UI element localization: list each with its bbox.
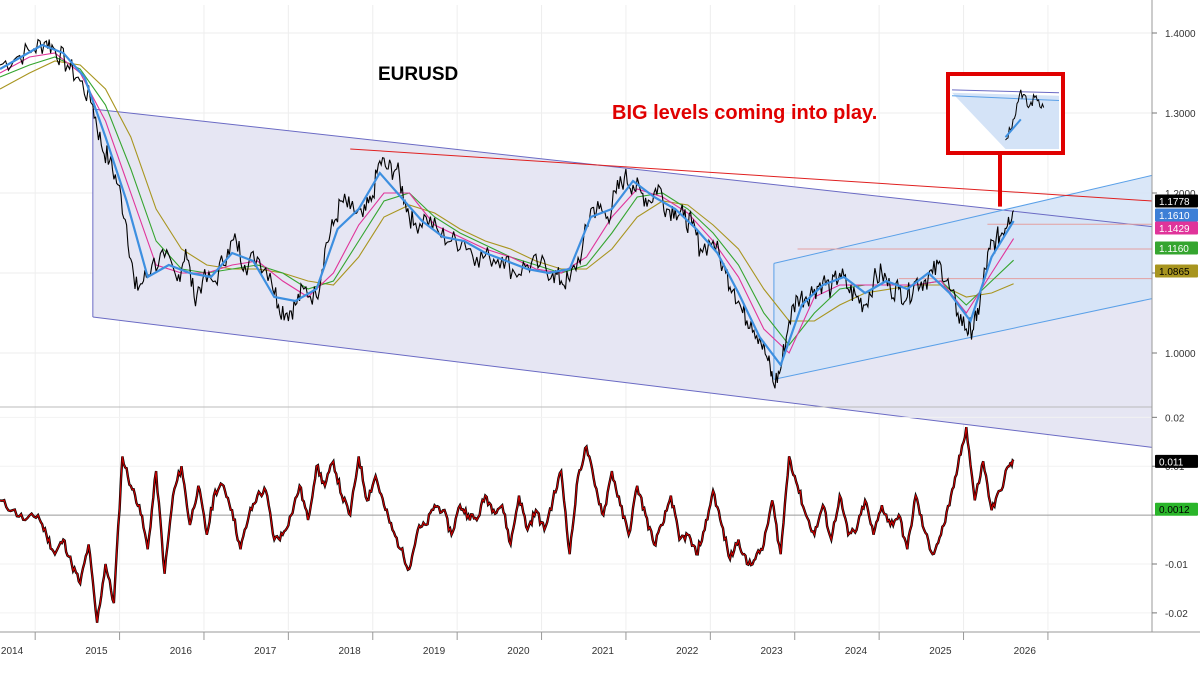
year-tick-label: 2025 [929, 646, 952, 657]
axes: 1.00001.10001.20001.30001.4000-0.02-0.01… [0, 0, 1200, 657]
year-tick-label: 2023 [760, 646, 783, 657]
rising-channel-fill [773, 175, 1152, 380]
year-tick-label: 2021 [592, 646, 615, 657]
inset-channel-upper [951, 95, 1060, 101]
year-tick-label: 2022 [676, 646, 699, 657]
price-tick-label: 1.0000 [1165, 349, 1196, 360]
resistance-line [350, 148, 1153, 202]
price-line [0, 38, 1015, 389]
price-value-tag-bg [1155, 221, 1198, 235]
descending-channel-fill [92, 109, 1152, 448]
price-series [0, 38, 1015, 389]
inset-channel-fill [952, 92, 1059, 149]
price-value-tag-bg [1155, 241, 1198, 255]
ma-olive-line [0, 60, 1014, 322]
price-tick-label: 1.3000 [1165, 109, 1196, 120]
year-tick-label: 2017 [254, 646, 277, 657]
price-shapes [92, 108, 1153, 448]
year-tick-label: 2015 [85, 646, 108, 657]
chart-title: EURUSD [378, 64, 458, 85]
oscillator-tick-label: -0.01 [1165, 560, 1188, 571]
rising-channel-lower [773, 298, 1153, 380]
price-value-tag-label: 1.1778 [1159, 197, 1190, 208]
annotation-text: BIG levels coming into play. [612, 102, 877, 124]
year-tick-label: 2026 [1014, 646, 1037, 657]
price-value-tag-label: 1.1160 [1159, 244, 1189, 255]
price-value-tag-bg [1155, 264, 1198, 278]
oscillator-series [0, 426, 1015, 623]
year-tick-label: 2019 [423, 646, 446, 657]
price-value-tag-label: 1.1429 [1159, 224, 1190, 235]
oscillator-value-tag-bg [1155, 454, 1198, 468]
value-tags: 1.1778 1.1610 1.1429 1.1160 1.0865 0.011 0.001… [1155, 194, 1198, 516]
price-panel: EURUSD BIG levels coming into play. [0, 5, 1153, 630]
oscillator-tick-label: -0.02 [1165, 609, 1188, 620]
price-value-tag-label: 1.0865 [1159, 267, 1190, 278]
oscillator-value-tag-bg [1155, 502, 1198, 516]
inset-channel-line [951, 89, 1060, 94]
price-value-tag-bg [1155, 194, 1198, 208]
oscillator-value-tag-label: 0.011 [1159, 457, 1184, 468]
year-tick-label: 2018 [339, 646, 362, 657]
price-value-tag-bg [1155, 208, 1198, 222]
annotation-box [946, 72, 1065, 155]
oscillator-grid [0, 416, 1152, 614]
year-tick-label: 2020 [507, 646, 530, 657]
price-value-tag-label: 1.1610 [1159, 211, 1190, 222]
price-tick-label: 1.4000 [1165, 29, 1196, 40]
year-tick-label: 2014 [1, 646, 24, 657]
year-tick-label: 2024 [845, 646, 868, 657]
price-annotations [946, 72, 1065, 207]
oscillator-tick-label: 0.02 [1165, 413, 1185, 424]
descending-channel-lower [92, 316, 1153, 448]
descending-channel-upper [92, 108, 1153, 228]
oscillator-shadow-line [0, 426, 1015, 623]
ma-magenta-line [0, 52, 1015, 354]
inset-price-line [1005, 89, 1045, 141]
oscillator-line [0, 427, 1014, 623]
oscillator-value-tag-label: 0.0012 [1159, 505, 1190, 516]
ma-fast-line [0, 43, 1015, 368]
oscillator-panel [0, 416, 1152, 623]
year-tick-label: 2016 [170, 646, 193, 657]
inset-ma-line [1004, 118, 1022, 138]
